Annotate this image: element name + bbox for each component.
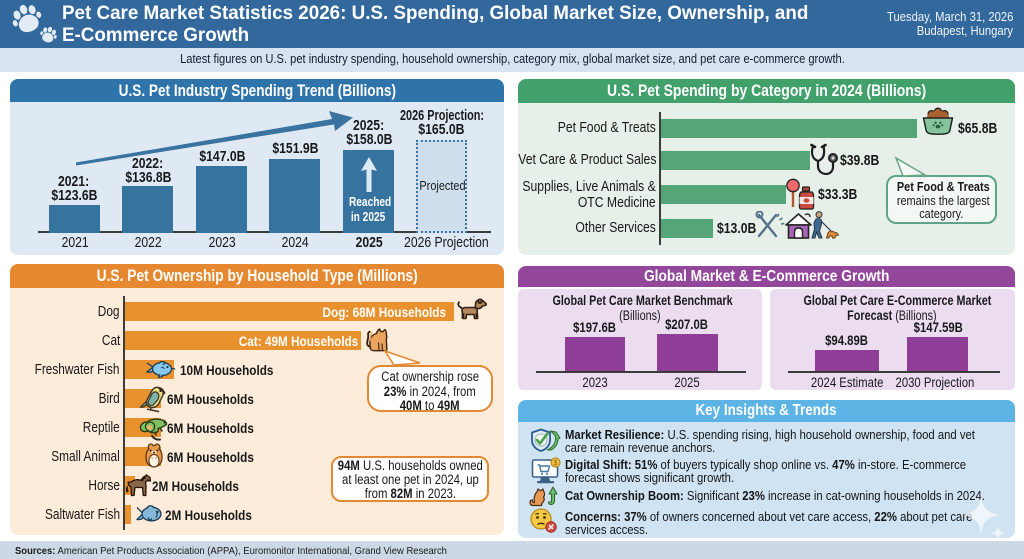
svg-text:$: $ [554, 460, 558, 467]
